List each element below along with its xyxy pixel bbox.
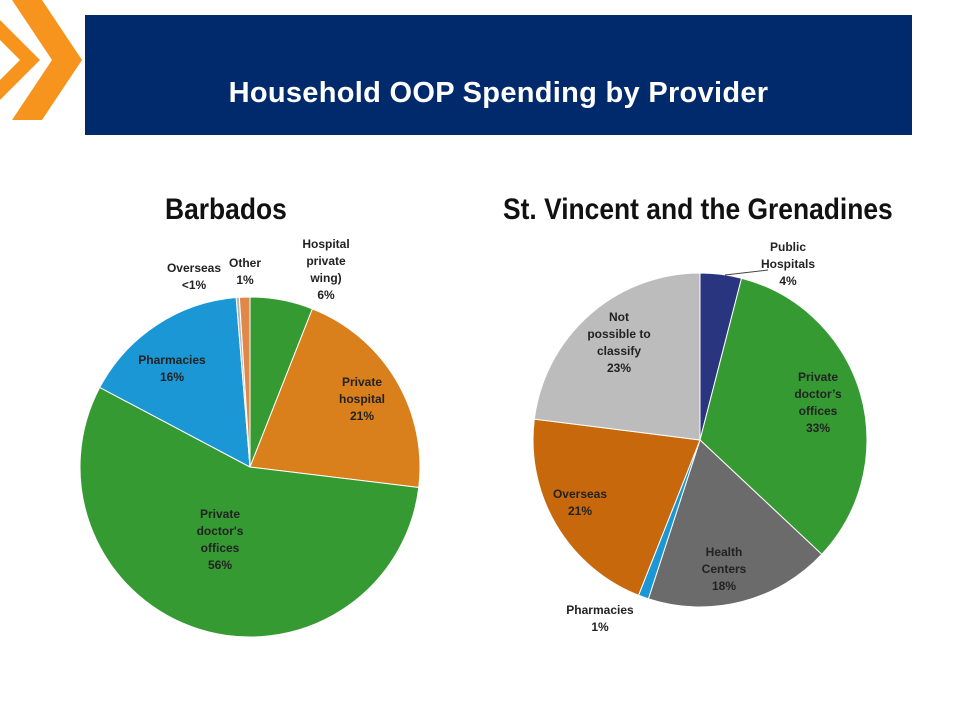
title-banner: Household OOP Spending by Provider — [85, 15, 912, 135]
data-label-barbados-hospital-private-wing: Hospital private wing) 6% — [302, 237, 349, 302]
chart-title-barbados: Barbados — [165, 193, 287, 226]
pie-slice-st-vincent-overseas — [532, 418, 701, 596]
pie-slice-st-vincent-not-possible-to-classify — [533, 272, 701, 441]
pie-slice-st-vincent-private-doctor-s-offices — [699, 277, 868, 556]
slide-title: Household OOP Spending by Provider — [228, 77, 769, 109]
pie-slice-barbados-pharmacies — [99, 297, 251, 468]
data-label-st-vincent-overseas: Overseas 21% — [553, 487, 607, 518]
chevron-arrow-icon — [0, 0, 82, 120]
data-label-st-vincent-not-possible-to-classify: Not possible to classify 23% — [587, 310, 650, 375]
data-label-st-vincent-health-centers: Health Centers 18% — [702, 545, 747, 593]
pie-slice-st-vincent-health-centers — [647, 439, 823, 608]
chart-title-st-vincent: St. Vincent and the Grenadines — [503, 193, 893, 226]
data-label-barbados-other: Other 1% — [229, 256, 261, 287]
data-label-barbados-overseas: Overseas <1% — [167, 261, 221, 292]
pie-slice-barbados-private-doctor-s-offices — [79, 386, 420, 638]
data-label-barbados-pharmacies: Pharmacies 16% — [138, 353, 206, 384]
data-label-barbados-private-hospital: Private hospital 21% — [339, 375, 385, 423]
data-label-st-vincent-private-doctor-s-offices: Private doctor’s offices 33% — [794, 370, 842, 435]
data-label-barbados-private-doctor-s-offices: Private doctor's offices 56% — [197, 507, 244, 572]
leader-line-st-vincent-public-hospitals — [724, 269, 769, 276]
data-label-st-vincent-pharmacies: Pharmacies 1% — [566, 603, 634, 634]
data-label-st-vincent-public-hospitals: Public Hospitals 4% — [761, 240, 815, 288]
pie-slice-barbados-other — [238, 296, 251, 468]
pie-slice-barbados-private-hospital — [249, 308, 421, 489]
